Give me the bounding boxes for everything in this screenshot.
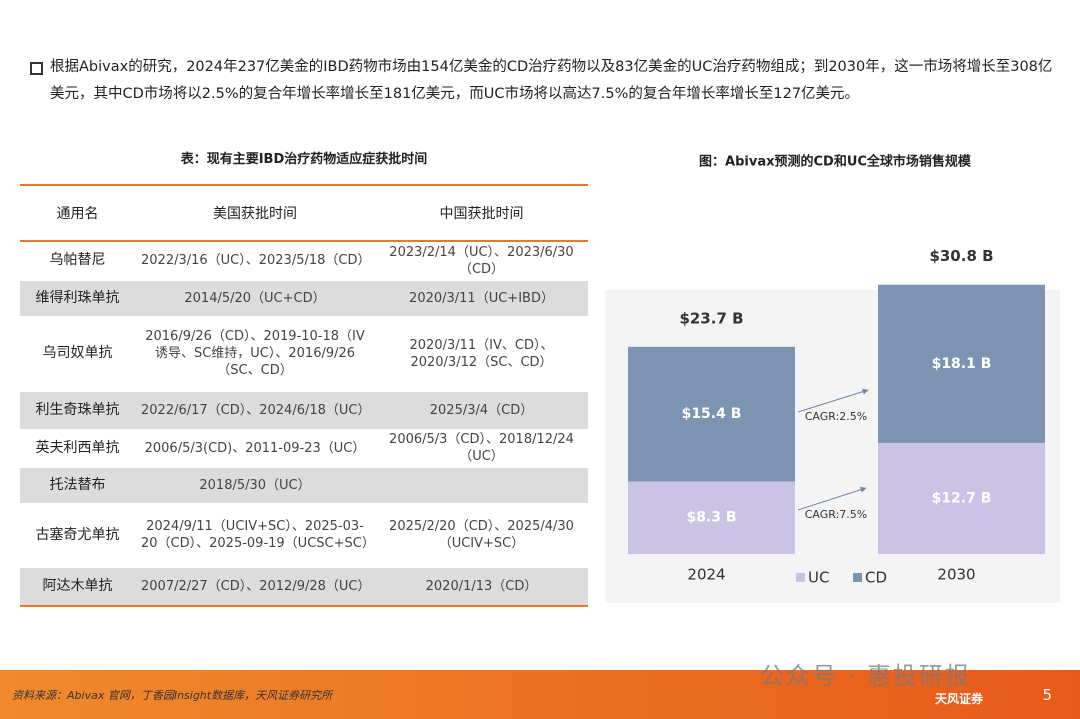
table-cell: 2018/5/30（UC） xyxy=(135,467,375,504)
legend-label: UC xyxy=(808,569,829,587)
table-cell: 2022/3/16（UC）、2023/5/18（CD） xyxy=(135,241,375,281)
value-label: $12.7 B xyxy=(932,490,992,506)
table-cell xyxy=(375,467,588,504)
table-cell: 维得利珠单抗 xyxy=(20,280,135,317)
table-row: 利生奇珠单抗 2022/6/17（CD）、2024/6/18（UC） 2025/3/… xyxy=(20,391,588,430)
table-row: 乌帕替尼 2022/3/16（UC）、2023/5/18（CD） 2023/2/14… xyxy=(20,241,588,281)
legend-label: CD xyxy=(865,569,887,587)
table-cell: 2023/2/14（UC）、2023/6/30（CD） xyxy=(375,241,588,281)
header-row: 通用名 美国获批时间 中国获批时间 xyxy=(20,184,588,242)
table-cell: 乌帕替尼 xyxy=(20,241,135,281)
table-cell: 2024/9/11（UCIV+SC）、2025-03-20（CD）、2025-0… xyxy=(135,503,375,568)
chart: 图：Abivax预测的CD和UC全球市场销售规模 CAGR:2.5% CAGR:… xyxy=(605,154,1060,603)
legend-swatch xyxy=(853,573,862,582)
logo: 天风证券 xyxy=(935,692,984,706)
table-cell: 阿达木单抗 xyxy=(20,567,135,607)
footer-bar xyxy=(0,670,1080,719)
bar-segment xyxy=(628,481,795,554)
value-label: $15.4 B xyxy=(682,406,742,422)
table: 通用名 美国获批时间 中国获批时间 乌帕替尼 2022/3/16（UC）、2023/5… xyxy=(20,184,588,607)
table-cell: 托法替布 xyxy=(20,467,135,504)
x-tick-label: 2024 xyxy=(687,566,725,584)
table-cell: 2022/6/17（CD）、2024/6/18（UC） xyxy=(135,391,375,430)
header-cell: 通用名 xyxy=(20,184,135,242)
bullet-text: 根据Abivax的研究，2024年237亿美金的IBD药物市场由154亿美金的C… xyxy=(50,59,1053,102)
table-cell: 2007/2/27（CD）、2012/9/28（UC） xyxy=(135,567,375,607)
table-cell: 英夫利西单抗 xyxy=(20,429,135,468)
table-cell: 2014/5/20（UC+CD） xyxy=(135,280,375,317)
annotation: CAGR:7.5% xyxy=(805,508,868,521)
table-cell: 2020/3/11（UC+IBD） xyxy=(375,280,588,317)
total-label: $30.8 B xyxy=(929,247,993,265)
arrow xyxy=(797,486,867,511)
arrow xyxy=(797,388,869,413)
total-label: $23.7 B xyxy=(679,309,743,327)
value-label: $8.3 B xyxy=(686,510,736,526)
table-title: 表：现有主要IBD治疗药物适应症获批时间 xyxy=(180,152,428,167)
source: 资料来源：Abivax 官网，丁香园Insight数据库，天风证券研究所 xyxy=(12,689,333,702)
table-row: 乌司奴单抗 2016/9/26（CD）、2019-10-18（IV诱导、SC维持，… xyxy=(20,316,588,392)
bar-segment xyxy=(628,346,795,482)
table-row: 阿达木单抗 2007/2/27（CD）、2012/9/28（UC） 2020/1/1… xyxy=(20,567,588,607)
bar-segment xyxy=(878,284,1045,443)
chart-title: 图：Abivax预测的CD和UC全球市场销售规模 xyxy=(699,154,972,170)
table-cell: 2006/5/3(CD)、2011-09-23（UC） xyxy=(135,429,375,468)
table-cell: 2025/3/4（CD） xyxy=(375,391,588,430)
table-row: 维得利珠单抗 2014/5/20（UC+CD） 2020/3/11（UC+IBD） xyxy=(20,280,588,317)
table-cell: 利生奇珠单抗 xyxy=(20,391,135,430)
table-cell: 2016/9/26（CD）、2019-10-18（IV诱导、SC维持，UC）、2… xyxy=(135,316,375,392)
table-cell: 古塞奇尤单抗 xyxy=(20,503,135,568)
page-number: 5 xyxy=(1042,686,1052,704)
bar-segment xyxy=(878,442,1045,554)
table-row: 托法替布 2018/5/30（UC） xyxy=(20,467,588,504)
header-cell: 中国获批时间 xyxy=(375,184,588,242)
value-label: $18.1 B xyxy=(932,356,992,372)
table-cell: 乌司奴单抗 xyxy=(20,316,135,392)
x-tick-label: 2030 xyxy=(937,566,975,584)
legend-swatch xyxy=(796,573,805,582)
table-row: 古塞奇尤单抗 2024/9/11（UCIV+SC）、2025-03-20（CD）、… xyxy=(20,503,588,568)
table-cell: 2025/2/20（CD）、2025/4/30（UCIV+SC） xyxy=(375,503,588,568)
header-cell: 美国获批时间 xyxy=(135,184,375,242)
annotation: CAGR:2.5% xyxy=(805,410,868,423)
table-cell: 2020/3/11（IV、CD）、2020/3/12（SC、CD） xyxy=(375,316,588,392)
table-cell: 2006/5/3（CD）、2018/12/24（UC） xyxy=(375,429,588,468)
table-cell: 2020/1/13（CD） xyxy=(375,567,588,607)
bullet-icon xyxy=(30,62,43,75)
watermark: 公众号 · 惠投研报 xyxy=(760,662,971,690)
table-row: 英夫利西单抗 2006/5/3(CD)、2011-09-23（UC） 2006/5/… xyxy=(20,429,588,468)
